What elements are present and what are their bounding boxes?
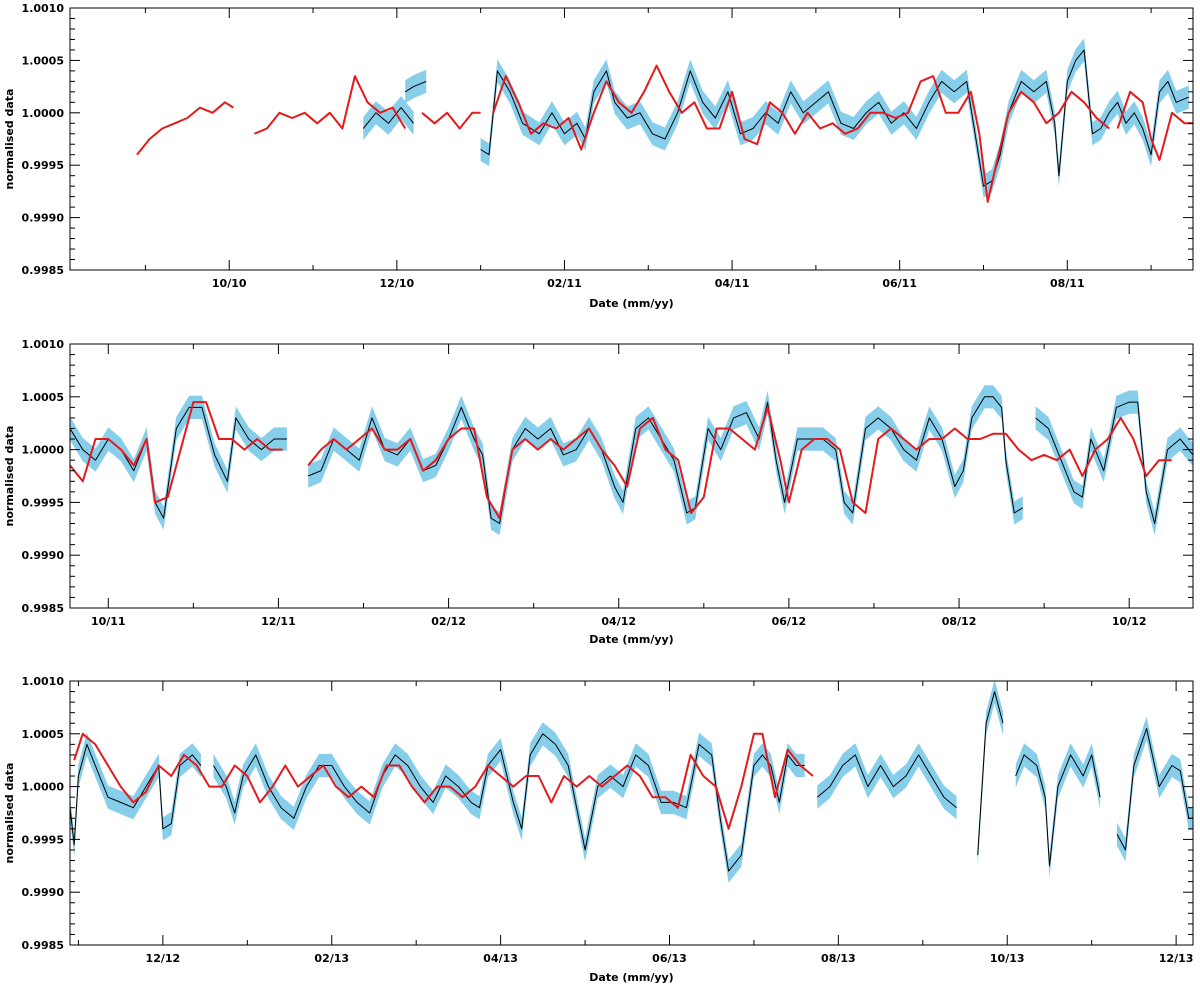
model-series-line — [136, 101, 234, 156]
observed-series-line — [308, 396, 1024, 524]
plot-area — [70, 385, 1193, 536]
uncertainty-band — [308, 385, 1023, 536]
x-tick-label: 12/11 — [261, 615, 296, 628]
x-tick-label: 02/12 — [431, 615, 466, 628]
model-series-line — [254, 75, 407, 135]
uncertainty-band — [817, 743, 957, 820]
observed-series-line — [70, 743, 202, 846]
y-tick-label: 0.9990 — [22, 549, 65, 562]
y-tick-label: 0.9995 — [22, 159, 64, 172]
observed-series-line — [404, 80, 427, 93]
panel-middle: 0.9985 0.9990 0.9995 1.0000 1.0005 1.0010 10/1… — [3, 338, 1194, 646]
y-tick-label: 0.9985 — [22, 264, 64, 277]
model-series-line — [70, 401, 283, 504]
y-tick-label: 0.9985 — [22, 602, 64, 615]
panel-bottom: 0.9985 0.9990 0.9995 1.0000 1.0005 1.0010 12/1… — [3, 675, 1194, 984]
y-tick-label: 0.9990 — [22, 212, 65, 225]
y-axis-label: normalised data — [3, 426, 16, 527]
model-series-line — [307, 406, 1172, 520]
y-tick-label: 0.9995 — [22, 496, 64, 509]
uncertainty-band — [213, 722, 805, 883]
observed-series-line — [1116, 728, 1193, 851]
x-tick-label: 08/11 — [1050, 277, 1085, 290]
x-tick-label: 06/13 — [652, 952, 687, 965]
x-tick-label: 12/12 — [146, 952, 181, 965]
x-axis-label: Date (mm/yy) — [589, 297, 673, 310]
y-tick-label: 1.0000 — [22, 444, 65, 457]
plot-frame — [69, 343, 1194, 609]
y-tick-label: 1.0010 — [22, 2, 65, 15]
observed-series-line — [70, 406, 287, 519]
uncertainty-band — [1117, 716, 1193, 862]
uncertainty-band — [1015, 743, 1101, 878]
y-axis-label: normalised data — [3, 763, 16, 864]
uncertainty-band — [363, 96, 414, 140]
y-tick-label: 1.0005 — [22, 391, 64, 404]
plot-area — [136, 38, 1193, 203]
x-tick-label: 12/13 — [1159, 952, 1194, 965]
x-tick-label: 10/12 — [1112, 615, 1147, 628]
uncertainty-band — [405, 69, 427, 104]
x-tick-label: 04/11 — [715, 277, 750, 290]
y-tick-label: 0.9995 — [22, 833, 64, 846]
x-tick-label: 02/13 — [314, 952, 349, 965]
x-tick-label: 08/12 — [942, 615, 977, 628]
x-tick-label: 10/13 — [990, 952, 1025, 965]
y-tick-label: 0.9985 — [22, 939, 64, 952]
x-axis-label: Date (mm/yy) — [589, 633, 673, 646]
observed-series-line — [977, 691, 1004, 856]
x-tick-label: 08/13 — [821, 952, 856, 965]
observed-series-line — [1015, 754, 1101, 867]
plot-frame — [69, 7, 1194, 271]
plot-area — [70, 681, 1193, 883]
x-tick-label: 06/11 — [882, 277, 917, 290]
plot-frame — [69, 680, 1194, 946]
x-tick-label: 12/10 — [380, 277, 415, 290]
model-series-line — [492, 64, 1110, 203]
x-tick-label: 02/11 — [547, 277, 582, 290]
observed-series-line — [362, 107, 414, 129]
observed-series-line — [816, 754, 957, 809]
x-tick-label: 04/13 — [483, 952, 518, 965]
model-series-line — [1116, 90, 1193, 161]
x-tick-label: 04/12 — [601, 615, 636, 628]
y-tick-label: 1.0005 — [22, 54, 64, 67]
y-tick-label: 0.9990 — [22, 886, 65, 899]
x-tick-label: 10/11 — [91, 615, 126, 628]
y-axis-label: normalised data — [3, 89, 16, 190]
y-tick-label: 1.0000 — [22, 781, 65, 794]
observed-series-line — [1035, 401, 1193, 524]
y-tick-label: 1.0005 — [22, 728, 64, 741]
panel-top: 0.9985 0.9990 0.9995 1.0000 1.0005 1.0010 10/1… — [3, 2, 1194, 310]
uncertainty-band — [1035, 390, 1193, 536]
y-tick-label: 1.0010 — [22, 675, 65, 688]
observed-series-line — [480, 49, 1189, 187]
y-tick-label: 1.0010 — [22, 338, 65, 351]
model-series-line — [421, 111, 481, 130]
y-tick-label: 1.0000 — [22, 107, 65, 120]
model-series-line — [73, 732, 814, 830]
uncertainty-band — [70, 395, 287, 530]
x-axis-label: Date (mm/yy) — [589, 971, 673, 984]
uncertainty-band — [480, 38, 1189, 198]
x-tick-label: 06/12 — [772, 615, 807, 628]
x-tick-label: 10/10 — [212, 277, 247, 290]
